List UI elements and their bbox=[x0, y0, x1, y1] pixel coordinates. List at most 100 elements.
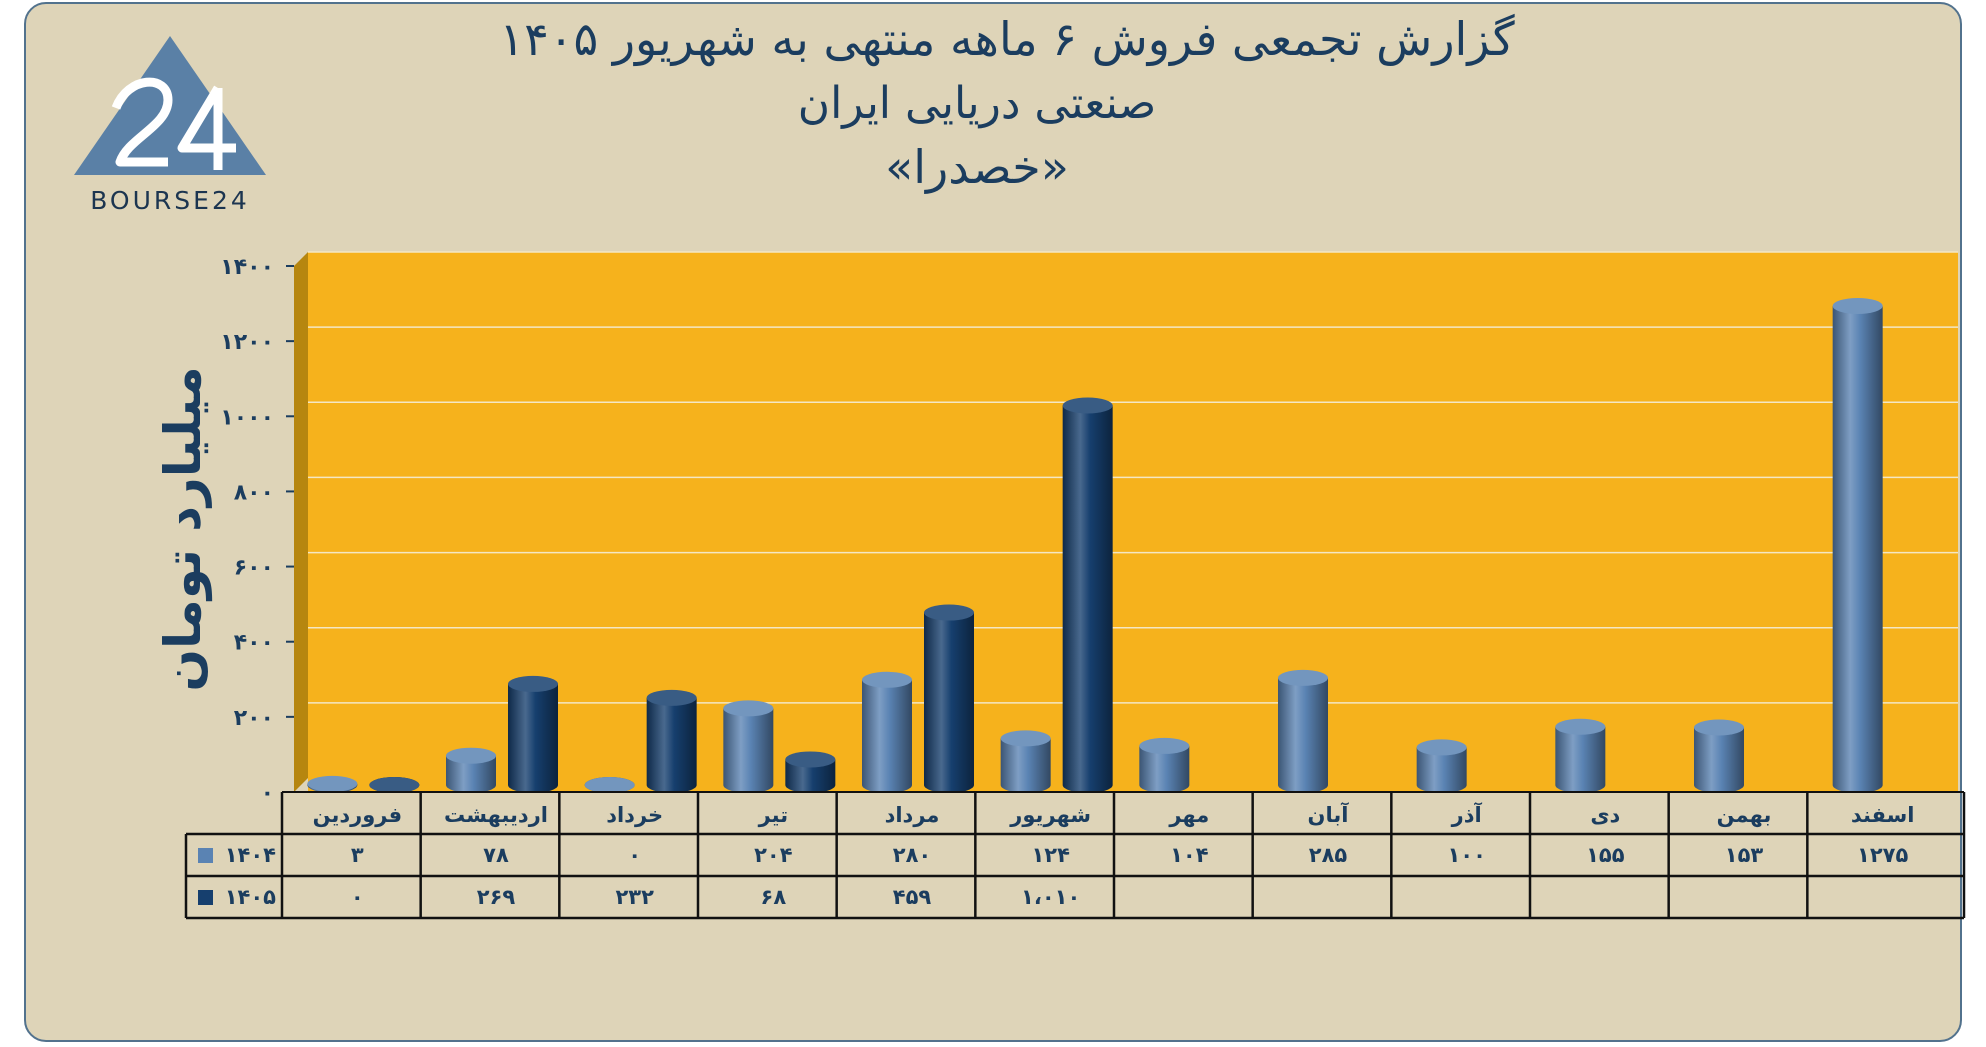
bar-body bbox=[1555, 726, 1606, 793]
data-label: ۱۲۷۵ bbox=[1857, 843, 1908, 867]
bar-top bbox=[1062, 397, 1113, 414]
bar-1405-4 bbox=[924, 604, 974, 793]
bar-top bbox=[508, 675, 558, 692]
data-label: ۱۰۰ bbox=[1447, 843, 1485, 867]
legend-swatch bbox=[198, 890, 213, 905]
data-label: ۱۵۳ bbox=[1725, 843, 1764, 867]
bar-1405-5 bbox=[1062, 397, 1113, 793]
data-label: ۰ bbox=[628, 843, 641, 867]
bar-body bbox=[1832, 305, 1883, 793]
y-tick-label: ۴۰۰ bbox=[234, 631, 274, 656]
bar-body bbox=[723, 708, 774, 793]
category-label: آذر bbox=[1451, 802, 1483, 827]
bar-top bbox=[646, 689, 697, 706]
data-label: ۳ bbox=[351, 843, 364, 867]
bar-top bbox=[1000, 730, 1051, 747]
data-label: ۲۶۹ bbox=[477, 885, 516, 909]
bar-1405-3 bbox=[785, 751, 836, 793]
bar-1405-1 bbox=[508, 675, 558, 793]
chart-title-line-1: گزارش تجمعی فروش ۶ ماهه منتهی به شهریور … bbox=[499, 12, 1515, 66]
category-label: اسفند bbox=[1851, 803, 1915, 827]
y-tick-label: ۰ bbox=[261, 781, 274, 806]
bar-top bbox=[1416, 739, 1467, 756]
data-label: ۲۸۵ bbox=[1309, 843, 1348, 867]
bar-1404-5 bbox=[1000, 730, 1051, 793]
bar-1404-4 bbox=[862, 671, 912, 793]
logo-text: BOURSE24 bbox=[90, 186, 250, 215]
bar-top bbox=[1555, 718, 1606, 735]
bar-body bbox=[508, 683, 558, 793]
bar-top bbox=[924, 604, 974, 621]
data-label: ۱۵۵ bbox=[1586, 843, 1625, 867]
bar-top bbox=[1694, 719, 1744, 736]
category-label: اردیبهشت bbox=[444, 803, 548, 827]
y-tick-label: ۸۰۰ bbox=[234, 480, 274, 505]
data-label: ۷۸ bbox=[483, 843, 509, 867]
bar-body bbox=[1416, 747, 1467, 793]
bar-top bbox=[1139, 737, 1190, 754]
category-label: دی bbox=[1590, 803, 1620, 827]
data-label: ۲۳۲ bbox=[615, 885, 654, 909]
category-label: خرداد bbox=[606, 803, 663, 827]
y-tick-label: ۱۲۰۰ bbox=[220, 330, 274, 355]
data-label: ۱،۰۱۰ bbox=[1021, 885, 1080, 909]
bar-1405-0 bbox=[369, 777, 420, 793]
category-label: بهمن bbox=[1717, 803, 1772, 827]
bar-top bbox=[785, 751, 836, 768]
bar-top bbox=[1832, 297, 1883, 314]
bar-body bbox=[1139, 745, 1190, 793]
category-label: مهر bbox=[1168, 803, 1209, 827]
chart-title-line-2: صنعتی دریایی ایران bbox=[797, 78, 1157, 129]
category-label: فروردین bbox=[313, 803, 403, 827]
data-label: ۲۰۴ bbox=[754, 843, 793, 867]
data-label: ۰ bbox=[351, 885, 364, 909]
legend-series-name: ۱۴۰۴ bbox=[225, 843, 276, 867]
data-label: ۴۵۹ bbox=[893, 885, 932, 909]
data-label: ۶۸ bbox=[761, 885, 787, 909]
category-label: تیر bbox=[758, 803, 789, 827]
bar-1404-2 bbox=[584, 777, 635, 793]
bar-top bbox=[369, 777, 420, 793]
y-axis-title: میلیارد تومان bbox=[154, 366, 213, 691]
bar-1404-8 bbox=[1416, 739, 1467, 793]
chart-title-line-3: «خصدرا» bbox=[885, 140, 1069, 194]
bar-top bbox=[584, 777, 635, 793]
bar-1404-3 bbox=[723, 700, 774, 793]
data-label: ۱۰۴ bbox=[1170, 843, 1209, 867]
category-label: آبان bbox=[1308, 802, 1350, 827]
bar-body bbox=[646, 697, 697, 793]
bar-1404-7 bbox=[1278, 669, 1328, 793]
data-label: ۱۲۴ bbox=[1031, 843, 1070, 867]
plot-background bbox=[308, 252, 1958, 792]
bar-top bbox=[446, 747, 496, 764]
category-label: شهریور bbox=[1009, 803, 1091, 827]
bar-1404-10 bbox=[1694, 719, 1744, 793]
bar-body bbox=[1694, 727, 1744, 793]
bar-top bbox=[723, 700, 774, 717]
plot-side-wall bbox=[294, 252, 308, 792]
bar-body bbox=[785, 759, 836, 793]
legend-swatch bbox=[198, 848, 213, 863]
bar-1404-0 bbox=[307, 775, 358, 793]
bar-body bbox=[862, 679, 912, 793]
bar-top bbox=[862, 671, 912, 688]
y-tick-label: ۶۰۰ bbox=[234, 556, 274, 581]
bar-body bbox=[924, 612, 974, 793]
legend-series-name: ۱۴۰۵ bbox=[225, 885, 276, 909]
bar-body bbox=[446, 755, 496, 793]
bar-body bbox=[1062, 405, 1113, 793]
bar-1404-6 bbox=[1139, 737, 1190, 793]
y-tick-label: ۱۰۰۰ bbox=[220, 405, 274, 430]
bar-body bbox=[1000, 738, 1051, 793]
bar-top bbox=[307, 775, 358, 792]
bar-1405-2 bbox=[646, 689, 697, 793]
data-label: ۲۸۰ bbox=[893, 843, 931, 867]
y-tick-label: ۱۴۰۰ bbox=[220, 255, 274, 280]
bar-body bbox=[1278, 677, 1328, 793]
y-tick-label: ۲۰۰ bbox=[234, 706, 274, 731]
bourse24-logo-icon bbox=[74, 36, 266, 175]
bar-top bbox=[1278, 669, 1328, 686]
bar-1404-1 bbox=[446, 747, 496, 793]
bar-1404-9 bbox=[1555, 718, 1606, 793]
